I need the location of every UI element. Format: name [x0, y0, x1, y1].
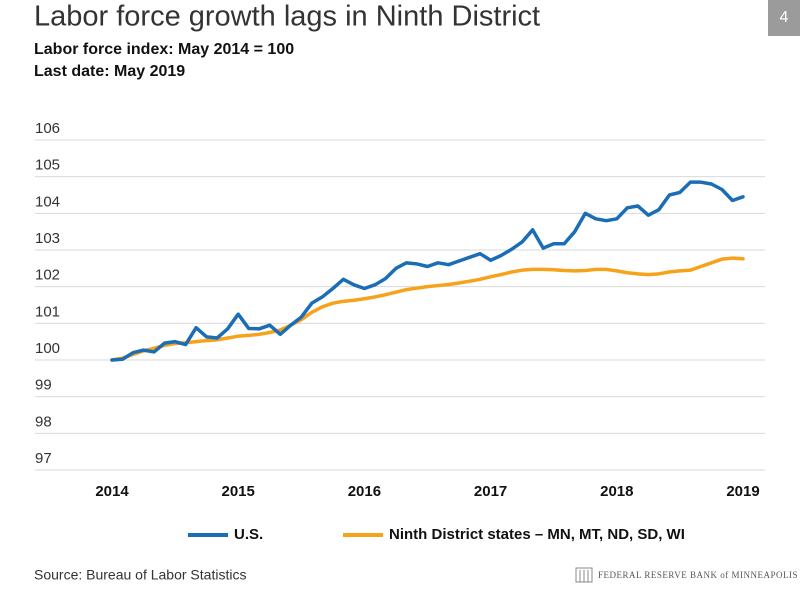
footer-logo: FEDERAL RESERVE BANK of MINNEAPOLIS: [598, 570, 798, 580]
chart-title: Labor force growth lags in Ninth Distric…: [34, 1, 540, 33]
y-tick-label: 100: [35, 340, 60, 357]
y-tick-label: 105: [35, 157, 60, 174]
series-line: [110, 180, 745, 362]
x-tick-label: 2017: [474, 483, 507, 500]
x-tick-label: 2018: [600, 483, 633, 500]
source: Source: Bureau of Labor Statistics: [34, 567, 246, 583]
subtitle: Last date: May 2019: [34, 63, 185, 80]
page-number-box: [768, 0, 800, 36]
x-tick-label: 2014: [95, 483, 129, 500]
page-number: 4: [780, 9, 789, 26]
legend-label: Ninth District states – MN, MT, ND, SD, …: [389, 526, 685, 543]
x-tick-label: 2016: [348, 483, 381, 500]
y-tick-label: 103: [35, 230, 60, 247]
y-tick-label: 101: [35, 303, 60, 320]
y-tick-label: 106: [35, 120, 60, 137]
y-tick-label: 104: [35, 193, 60, 210]
x-tick-label: 2015: [222, 483, 255, 500]
y-tick-label: 97: [35, 450, 52, 467]
y-tick-label: 99: [35, 377, 52, 394]
y-tick-label: 102: [35, 267, 60, 284]
y-tick-label: 98: [35, 413, 52, 430]
series-line: [110, 256, 745, 362]
logo-icon: [575, 567, 593, 583]
subtitle: Labor force index: May 2014 = 100: [34, 41, 294, 58]
x-tick-label: 2019: [726, 483, 759, 500]
legend-label: U.S.: [234, 526, 263, 543]
